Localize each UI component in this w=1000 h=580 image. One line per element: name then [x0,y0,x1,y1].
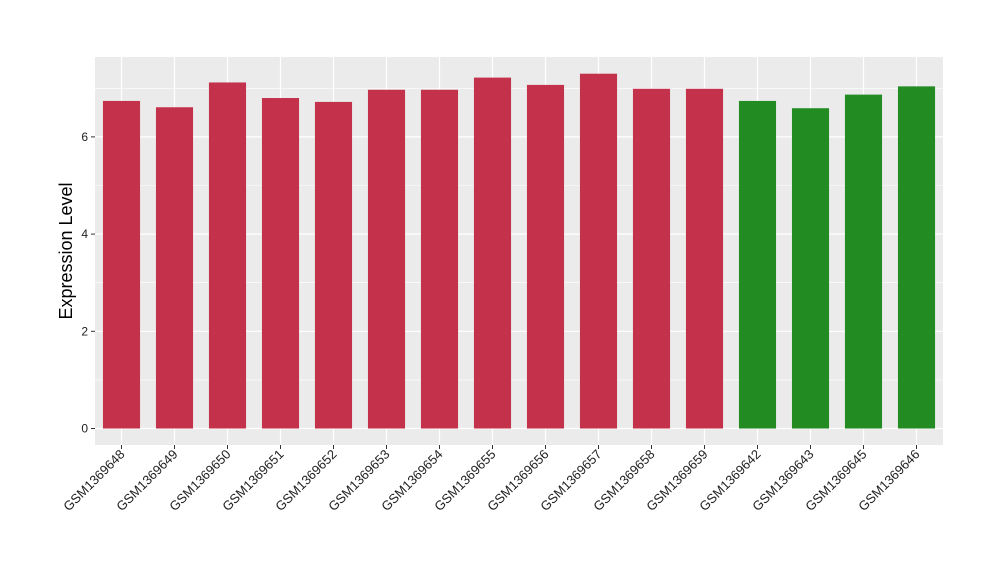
bar-GSM1369646 [897,86,936,429]
bar-GSM1369655 [473,77,512,429]
bar-GSM1369654 [420,89,459,429]
bar-GSM1369643 [791,108,830,429]
x-axis: GSM1369648GSM1369649GSM1369650GSM1369651… [60,445,923,514]
y-axis: 0 2 4 6 [81,130,95,436]
bar-GSM1369659 [685,88,724,429]
bar-GSM1369649 [155,107,194,429]
y-axis-title: Expression Level [56,182,76,319]
bar-GSM1369652 [314,101,353,429]
bar-GSM1369642 [738,100,777,429]
bar-GSM1369657 [579,73,618,429]
bars [102,73,936,429]
bar-GSM1369645 [844,94,883,429]
y-tick-label: 4 [81,227,88,241]
y-tick-label: 0 [81,422,88,436]
y-tick-label: 6 [81,130,88,144]
bar-GSM1369653 [367,89,406,429]
bar-GSM1369658 [632,88,671,429]
bar-GSM1369651 [261,98,300,429]
bar-GSM1369650 [208,82,247,429]
bar-GSM1369656 [526,84,565,429]
y-tick-label: 2 [81,324,88,338]
bar-GSM1369648 [102,100,141,429]
